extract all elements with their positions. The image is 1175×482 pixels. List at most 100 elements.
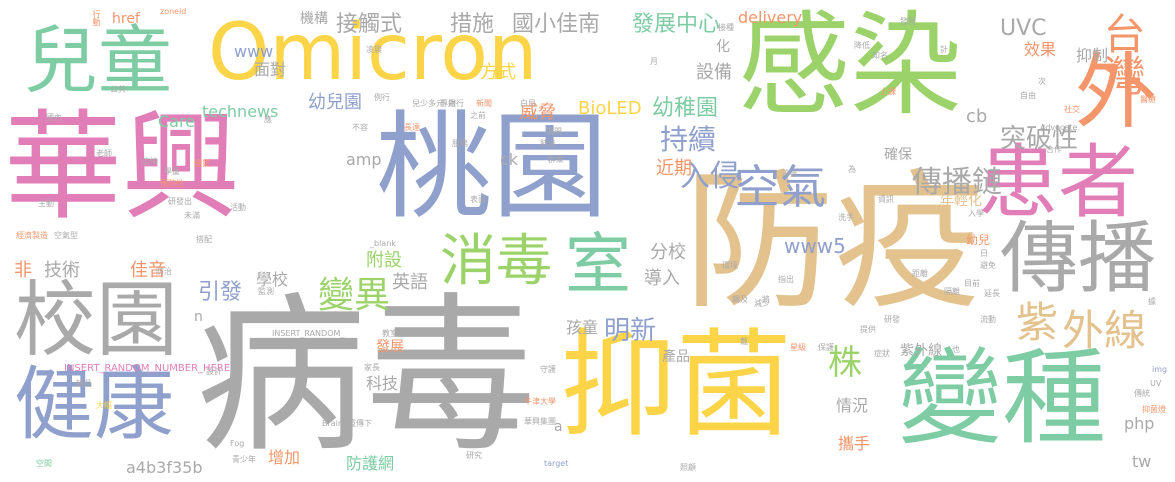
word: Advocate — [1040, 123, 1078, 132]
word: n — [194, 309, 203, 325]
word: 凌晨 — [366, 45, 382, 54]
word: 白目 — [520, 99, 536, 108]
word: 抑制 — [1076, 46, 1109, 65]
word: 措施 — [450, 12, 495, 37]
word: 精品 — [76, 379, 92, 388]
word: 也 — [952, 345, 960, 354]
word: 症狀 — [874, 349, 890, 358]
word: 據 — [1148, 297, 1156, 306]
word: 流動 — [980, 315, 996, 324]
word: 減少 — [754, 299, 770, 308]
word: _blank — [370, 239, 396, 248]
word: cb — [966, 106, 988, 127]
word: 接種 — [718, 23, 734, 32]
word: 次 — [1038, 77, 1046, 86]
word: 指出 — [778, 275, 794, 284]
word: 面對 — [254, 60, 287, 79]
word: Fog — [230, 439, 245, 448]
word: 將 — [762, 295, 770, 304]
word: 情況 — [836, 396, 869, 415]
word: 幼稚園 — [652, 96, 719, 121]
word: 行動 — [92, 10, 101, 26]
word: 雙重傳下 — [340, 419, 372, 428]
word: href — [112, 11, 140, 27]
word: 非 — [14, 260, 32, 281]
word: 兒少 — [412, 99, 428, 108]
word: 導入 — [644, 268, 680, 289]
word: 優質 — [194, 159, 210, 168]
word: a — [554, 419, 563, 435]
word: 長達 — [404, 123, 420, 132]
word: 傳統 — [1134, 389, 1150, 398]
word: a4b3f35b — [126, 458, 203, 477]
word: Brain — [322, 419, 343, 428]
word: 華興集團 — [524, 417, 556, 426]
word: 空氣 — [734, 160, 826, 214]
word: 防治 — [156, 267, 172, 276]
word: 計 — [940, 45, 948, 54]
word: 照顧 — [680, 463, 696, 472]
word: 月 — [650, 57, 658, 66]
word: 肺炎 — [540, 139, 556, 148]
word: tw — [1132, 452, 1152, 471]
word: 株 — [828, 343, 862, 383]
word: 資訊 — [878, 195, 894, 204]
word: 環境 — [722, 261, 738, 270]
word: 英語 — [392, 272, 428, 293]
word: 方式 — [480, 62, 516, 83]
word: 銀行 — [448, 99, 464, 108]
word: 兒童 — [24, 18, 172, 104]
word: 科技 — [366, 374, 399, 393]
word: 空氣型 — [54, 231, 78, 240]
word: 家長 — [364, 363, 380, 372]
word: zoneid — [160, 7, 187, 16]
word: 應 — [264, 115, 272, 124]
word: 知名 — [872, 51, 888, 60]
word: 技術 — [44, 260, 80, 281]
word: 發現 — [900, 17, 916, 26]
word: 佳音 — [130, 260, 166, 281]
word: 大幅 — [96, 401, 112, 410]
word: 期間 — [546, 127, 562, 136]
word: Omicron — [208, 8, 538, 98]
word: 社交 — [1064, 105, 1080, 114]
word: 引發 — [198, 280, 243, 305]
word: 幼兒園 — [308, 92, 362, 113]
word: 合作 — [1046, 145, 1062, 154]
word: 自由 — [1020, 91, 1036, 100]
word: 避免 — [980, 261, 996, 270]
word: 變種 — [898, 337, 1107, 459]
word: 台灣 — [1097, 12, 1146, 96]
word: 搭配 — [196, 235, 212, 244]
word: 發展中心 — [632, 12, 721, 37]
word: www5 — [784, 234, 846, 258]
word: 不容 — [352, 123, 368, 132]
word: 之前 — [470, 111, 486, 120]
word: 監測 — [258, 287, 274, 296]
word: 星級 — [790, 343, 806, 352]
word: 近期 — [656, 158, 692, 179]
word: 活動 — [230, 203, 246, 212]
word: 年輕化 — [940, 193, 982, 209]
word: 上課 — [880, 87, 896, 96]
word: 入學 — [968, 209, 984, 218]
word: 學校 — [256, 270, 289, 289]
word: 化 — [716, 39, 730, 55]
word: 保護 — [818, 343, 834, 352]
word: 攜手 — [838, 434, 871, 453]
word: 降低 — [854, 41, 870, 50]
word: Care — [158, 112, 196, 131]
word: 持續 — [660, 123, 717, 156]
word: 突破性 — [1000, 124, 1079, 154]
word: 研發出 — [168, 197, 192, 206]
word: 延長 — [984, 289, 1000, 298]
word: 老師 — [96, 149, 112, 158]
word: BioLED — [578, 98, 642, 119]
word: 威脅 — [520, 102, 556, 123]
word: 患者 — [978, 136, 1138, 229]
word: 教室 — [382, 329, 398, 338]
word: 傳播 — [1000, 214, 1157, 304]
word: 外線 — [1062, 306, 1147, 355]
word: 外 — [1075, 45, 1158, 140]
